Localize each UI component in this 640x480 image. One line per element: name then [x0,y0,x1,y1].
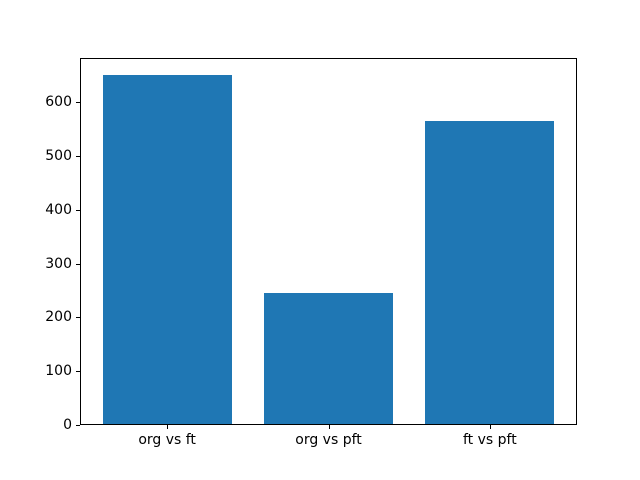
y-tick-label: 0 [63,417,72,433]
y-tick-label: 400 [45,201,72,218]
x-tick-label: ft vs pft [463,432,517,448]
y-tick-label: 100 [45,363,72,380]
x-tick-mark [489,425,491,429]
y-tick-mark [76,209,80,211]
y-tick-mark [76,371,80,373]
y-tick-mark [76,102,80,104]
y-tick-label: 500 [45,148,72,165]
y-tick-mark [76,263,80,265]
y-tick-label: 600 [45,94,72,111]
x-tick-label: org vs ft [138,432,196,448]
x-tick-mark [328,425,330,429]
bar-org-vs-pft [263,293,394,425]
y-tick-mark [76,317,80,319]
y-tick-label: 300 [45,255,72,272]
bar-ft-vs-pft [425,121,555,425]
y-tick-mark [76,425,80,426]
x-tick-label: org vs pft [295,432,362,448]
bar-org-vs-ft [102,75,232,425]
y-tick-label: 200 [45,309,72,326]
y-tick-mark [76,156,80,158]
x-tick-mark [167,425,169,429]
